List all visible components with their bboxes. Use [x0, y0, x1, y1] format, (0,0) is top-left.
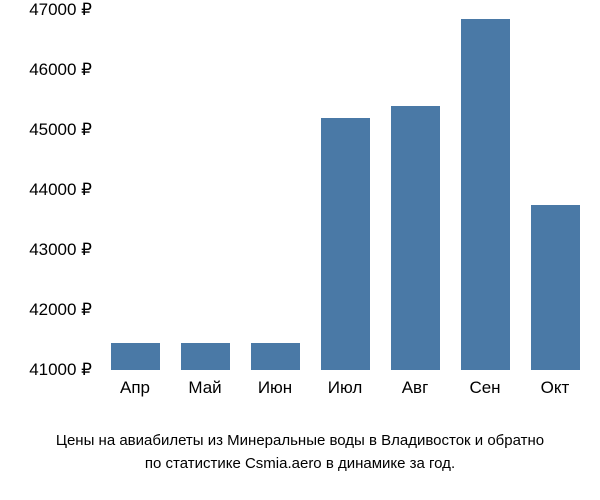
x-axis: Апр Май Июн Июл Авг Сен Окт: [100, 378, 590, 408]
caption-line-1: Цены на авиабилеты из Минеральные воды в…: [0, 430, 600, 453]
bar: [251, 343, 300, 370]
bar: [321, 118, 370, 370]
y-tick-label: 42000 ₽: [29, 300, 92, 320]
y-tick-label: 43000 ₽: [29, 240, 92, 260]
x-tick-label: Июн: [258, 378, 292, 398]
bar: [181, 343, 230, 370]
plot-area: [100, 10, 590, 370]
y-tick-label: 47000 ₽: [29, 0, 92, 20]
y-tick-label: 45000 ₽: [29, 120, 92, 140]
y-axis: 41000 ₽ 42000 ₽ 43000 ₽ 44000 ₽ 45000 ₽ 46000…: [0, 0, 100, 380]
bar: [531, 205, 580, 370]
caption-line-2: по статистике Csmia.aero в динамике за г…: [0, 453, 600, 476]
bar: [391, 106, 440, 370]
x-tick-label: Окт: [541, 378, 570, 398]
x-tick-label: Сен: [469, 378, 500, 398]
x-tick-label: Июл: [328, 378, 363, 398]
y-tick-label: 41000 ₽: [29, 360, 92, 380]
y-tick-label: 44000 ₽: [29, 180, 92, 200]
x-tick-label: Апр: [120, 378, 150, 398]
x-tick-label: Авг: [402, 378, 429, 398]
y-tick-label: 46000 ₽: [29, 60, 92, 80]
chart-container: 41000 ₽ 42000 ₽ 43000 ₽ 44000 ₽ 45000 ₽ 46000…: [0, 0, 600, 420]
bar: [461, 19, 510, 370]
x-tick-label: Май: [188, 378, 221, 398]
chart-caption: Цены на авиабилеты из Минеральные воды в…: [0, 430, 600, 475]
bar: [111, 343, 160, 370]
